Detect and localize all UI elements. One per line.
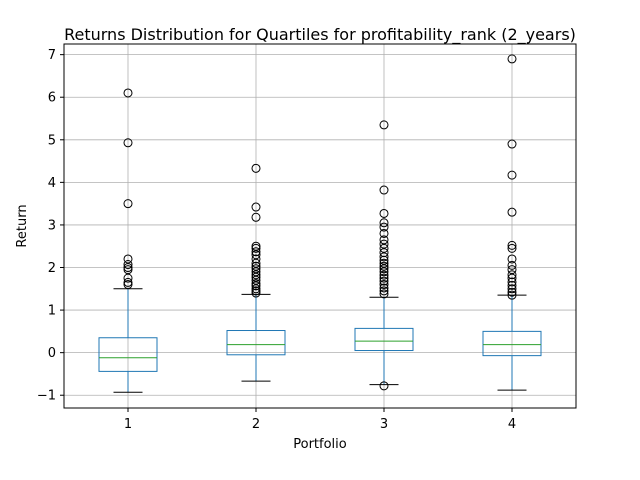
y-tick-label: 7 [48,48,56,63]
outlier-point [379,218,389,228]
outlier-point [507,265,517,275]
outlier-point [379,252,389,262]
outlier-point [507,207,517,217]
outlier-point [379,283,389,293]
y-tick-label: 4 [48,176,56,191]
x-tick-label: 4 [508,417,516,432]
x-tick-label: 1 [124,417,132,432]
outlier-point [379,273,389,283]
outlier-point [507,260,517,270]
y-tick-label: 2 [48,261,56,276]
outlier-point [379,185,389,195]
outlier-point [507,254,517,264]
outlier-point [379,243,389,253]
box-portfolio-2 [226,163,286,382]
y-axis-label: Return [15,204,30,247]
outlier-point [251,284,261,294]
outlier-point [507,243,517,253]
outlier-point [379,270,389,280]
outlier-point [123,277,133,287]
outlier-point [507,170,517,180]
outlier-point [251,281,261,291]
outlier-point [379,286,389,296]
outlier-point [123,254,133,264]
y-tick-label: 6 [48,91,56,106]
outlier-point [507,277,517,287]
y-tick-label: 5 [48,133,56,148]
outlier-point [379,258,389,268]
y-tick-label: 0 [48,346,56,361]
iqr-box [98,337,158,372]
outlier-point [251,250,261,260]
outlier-point [251,288,261,298]
box-portfolio-1 [98,88,158,393]
plot-area-frame [63,43,577,409]
outlier-point [251,275,261,285]
outlier-point [123,138,133,148]
outlier-point [507,270,517,280]
box-series [98,54,542,393]
outlier-point [379,235,389,245]
iqr-box [354,327,414,352]
outlier-point [123,265,133,275]
outlier-point [507,54,517,64]
outlier-point [251,261,261,271]
outlier-point [379,222,389,232]
outlier-point [379,208,389,218]
outlier-point [379,261,389,271]
outlier-point [507,273,517,283]
outlier-point [251,286,261,296]
outlier-point [379,381,389,391]
outlier-point [251,202,261,212]
x-axis-label: Portfolio [293,437,347,452]
outlier-point [123,260,133,270]
outlier-point [251,264,261,274]
outlier-point [507,139,517,149]
box-portfolio-4 [482,54,542,391]
y-tick-label: 3 [48,218,56,233]
outlier-point [123,263,133,273]
outlier-point [251,163,261,173]
x-tick-label: 2 [252,417,260,432]
outlier-point [123,199,133,209]
box-portfolio-3 [354,120,414,391]
outlier-point [379,289,389,299]
outlier-point [379,248,389,258]
iqr-box [226,330,286,356]
outlier-point [507,290,517,300]
outlier-point [507,240,517,250]
outlier-point [123,273,133,283]
outlier-point [507,287,517,297]
iqr-box [482,330,542,357]
outlier-point [251,272,261,282]
outlier-point [379,239,389,249]
outlier-point [379,264,389,274]
chart-title: Returns Distribution for Quartiles for p… [64,25,576,45]
outlier-point [251,243,261,253]
outlier-point [251,270,261,280]
outlier-point [251,258,261,268]
outlier-point [507,280,517,290]
outlier-point [251,241,261,251]
outlier-point [379,267,389,277]
outlier-point [507,284,517,294]
y-tick-label: 1 [48,304,56,319]
x-tick-label: 3 [380,417,388,432]
outlier-point [251,254,261,264]
axis-ticks: −1 0 1 2 3 4 5 6 7 1 2 3 4 [37,48,516,432]
grid-lines [64,44,576,408]
outlier-point [123,88,133,98]
outlier-point [379,276,389,286]
outlier-point [379,228,389,238]
outlier-point [123,280,133,290]
y-tick-label: −1 [37,389,56,404]
outlier-point [251,267,261,277]
outlier-point [379,120,389,130]
outlier-point [251,279,261,289]
outlier-point [251,247,261,257]
outlier-point [379,280,389,290]
outlier-point [251,212,261,222]
